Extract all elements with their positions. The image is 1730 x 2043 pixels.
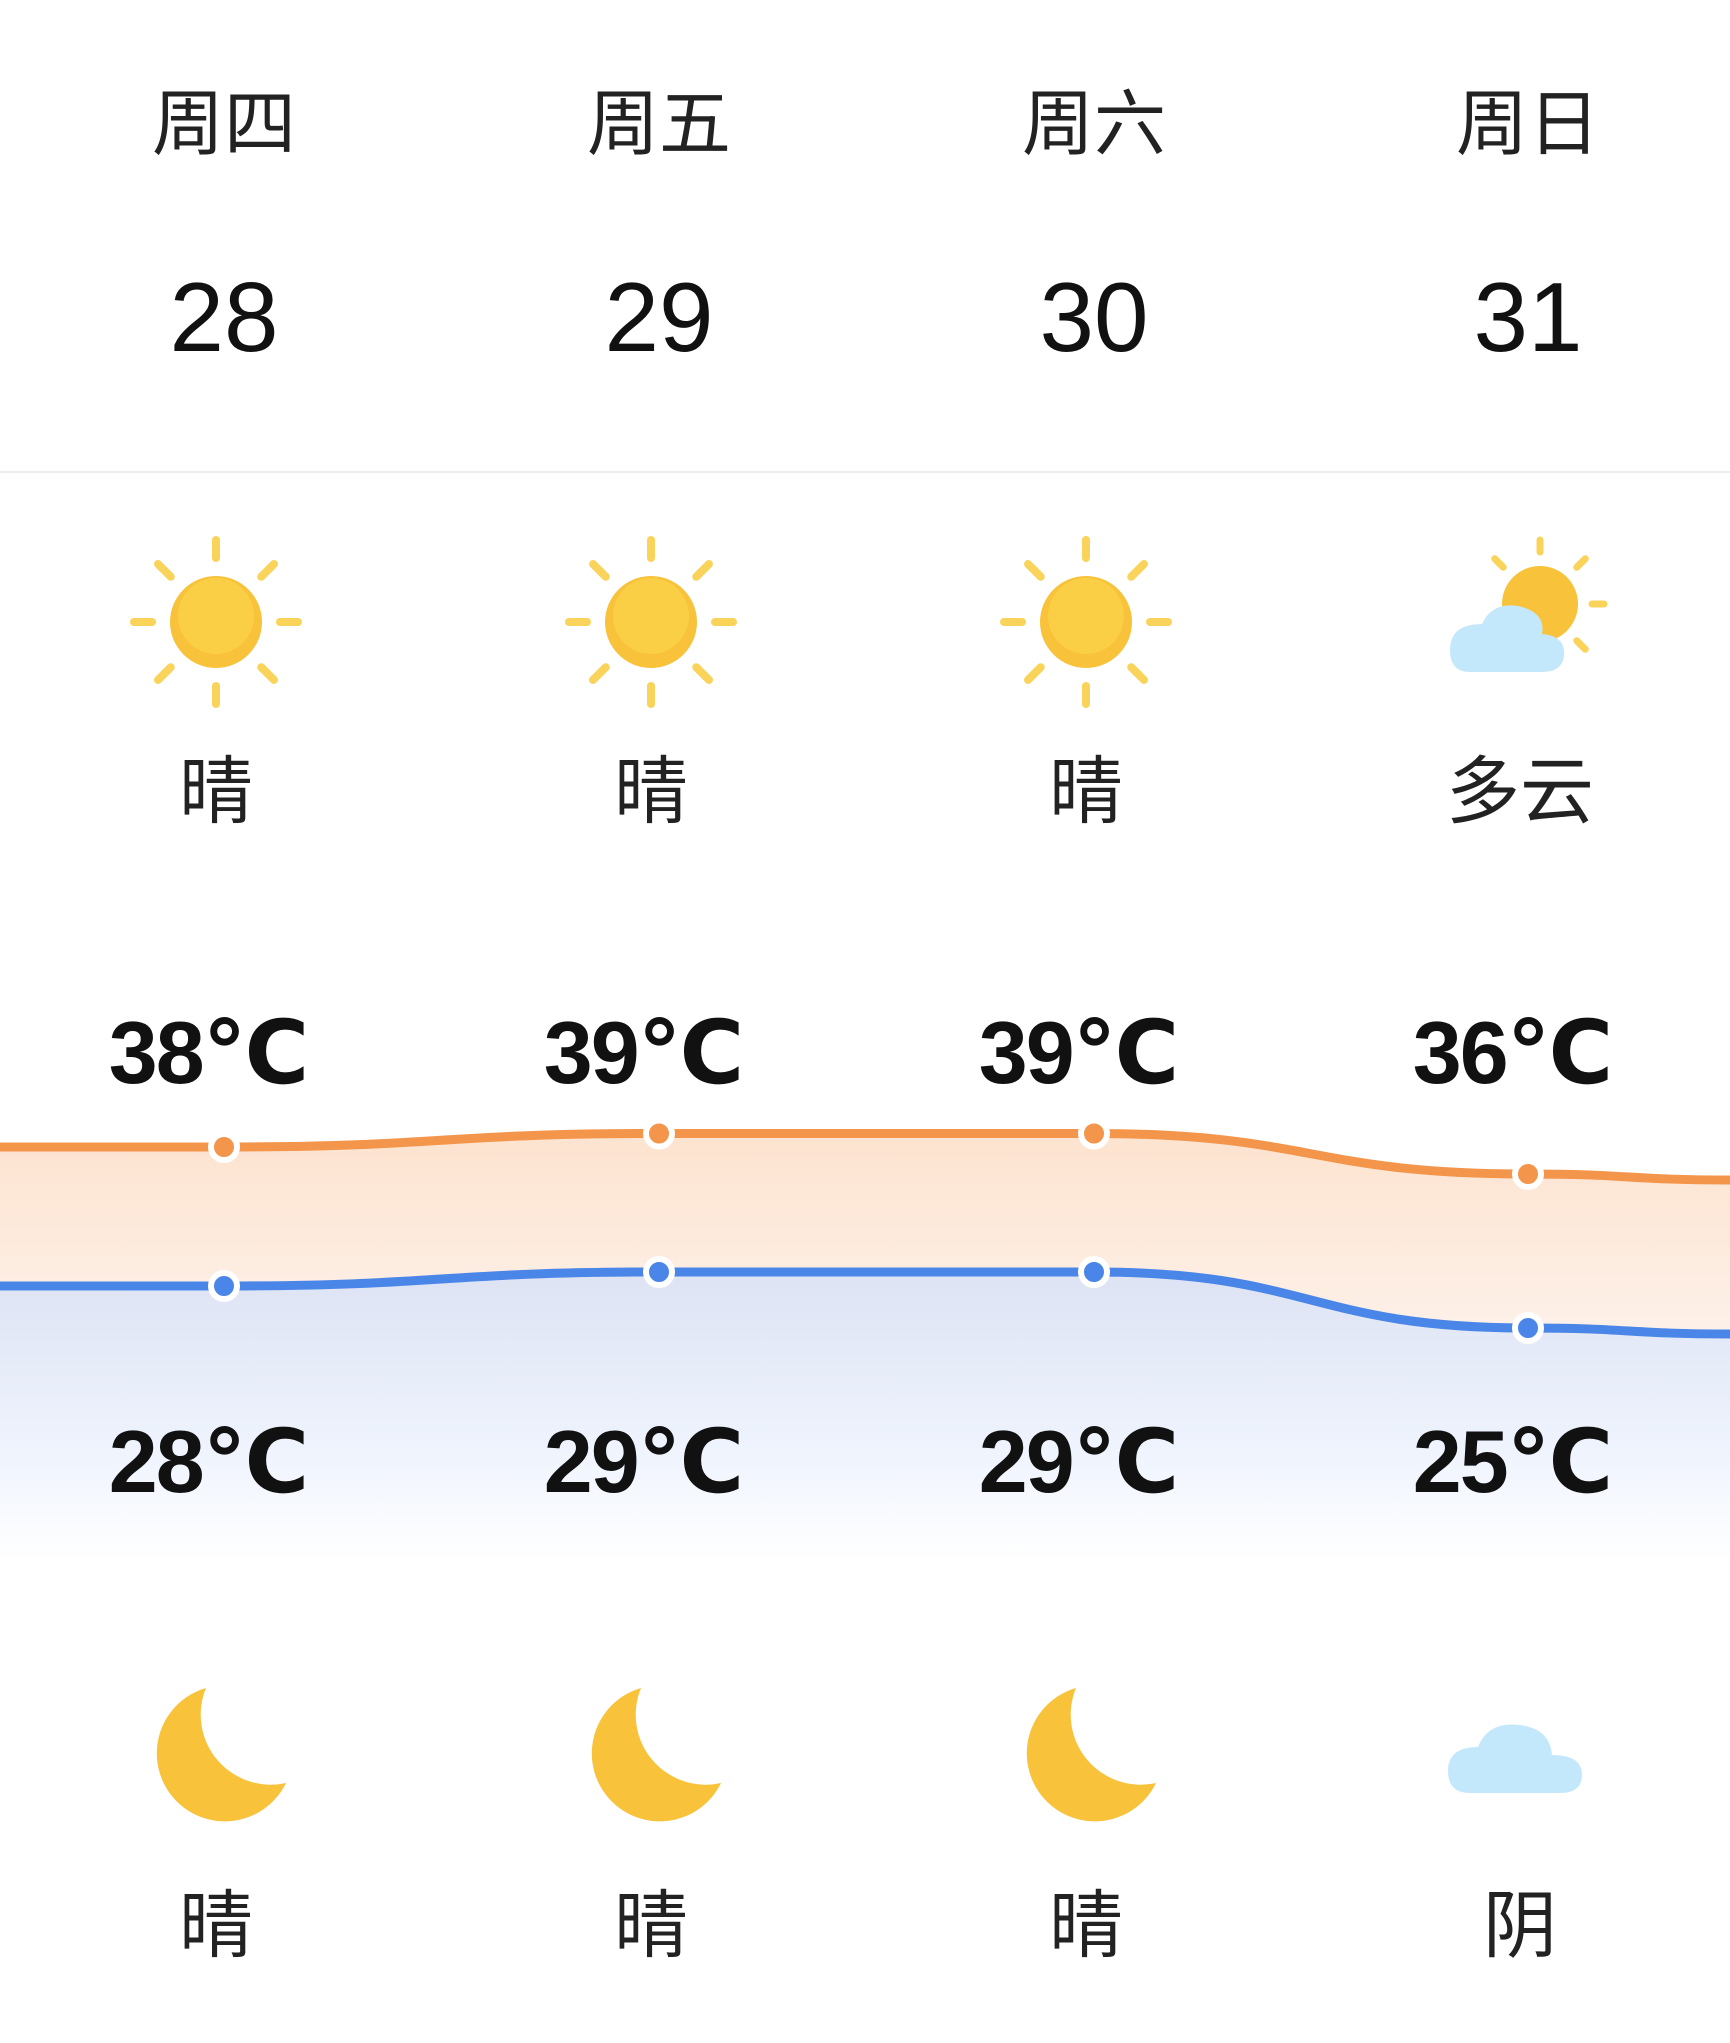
night-condition: 晴: [1049, 1884, 1123, 1967]
date-label: 29: [604, 262, 714, 372]
day-condition: 晴: [1049, 750, 1123, 833]
moon-icon: [996, 1663, 1176, 1843]
high-temp-point: [1078, 1117, 1110, 1150]
day-condition: 晴: [179, 750, 253, 833]
low-temp-point: [208, 1270, 240, 1302]
low-temp-point: [643, 1256, 675, 1288]
night-condition: 晴: [179, 1884, 253, 1967]
weekday-label: 周五: [586, 85, 731, 165]
date-label: 28: [169, 262, 279, 372]
date-label: 30: [1039, 262, 1149, 372]
sun-icon: [996, 532, 1176, 712]
low-temp-label: 28℃: [108, 1412, 309, 1511]
high-temp-label: 36℃: [1412, 1003, 1613, 1102]
low-band-fill: [0, 1272, 1730, 1560]
low-temp-point: [1078, 1256, 1110, 1288]
weekday-label: 周六: [1021, 85, 1166, 165]
high-temp-point: [1512, 1158, 1544, 1190]
high-temp-label: 39℃: [543, 1003, 744, 1102]
low-temp-point: [1512, 1312, 1544, 1344]
high-temp-label: 39℃: [978, 1003, 1179, 1102]
high-temp-point: [643, 1117, 675, 1150]
low-temp-label: 25℃: [1412, 1412, 1613, 1511]
cloud-icon: [1430, 1663, 1610, 1843]
moon-icon: [126, 1663, 306, 1843]
moon-icon: [561, 1663, 741, 1843]
weekday-label: 周日: [1455, 85, 1600, 165]
date-label: 31: [1473, 262, 1583, 372]
divider: [0, 471, 1730, 473]
night-condition: 晴: [614, 1884, 688, 1967]
weekday-label: 周四: [151, 85, 296, 165]
low-temp-label: 29℃: [978, 1412, 1179, 1511]
day-condition: 晴: [614, 750, 688, 833]
day-condition: 多云: [1446, 750, 1594, 833]
partly-cloudy-icon: [1430, 532, 1610, 712]
low-temp-label: 29℃: [543, 1412, 744, 1511]
high-temp-label: 38℃: [108, 1003, 309, 1102]
night-condition: 阴: [1483, 1884, 1557, 1967]
high-temp-point: [208, 1131, 240, 1163]
sun-icon: [126, 532, 306, 712]
sun-icon: [561, 532, 741, 712]
